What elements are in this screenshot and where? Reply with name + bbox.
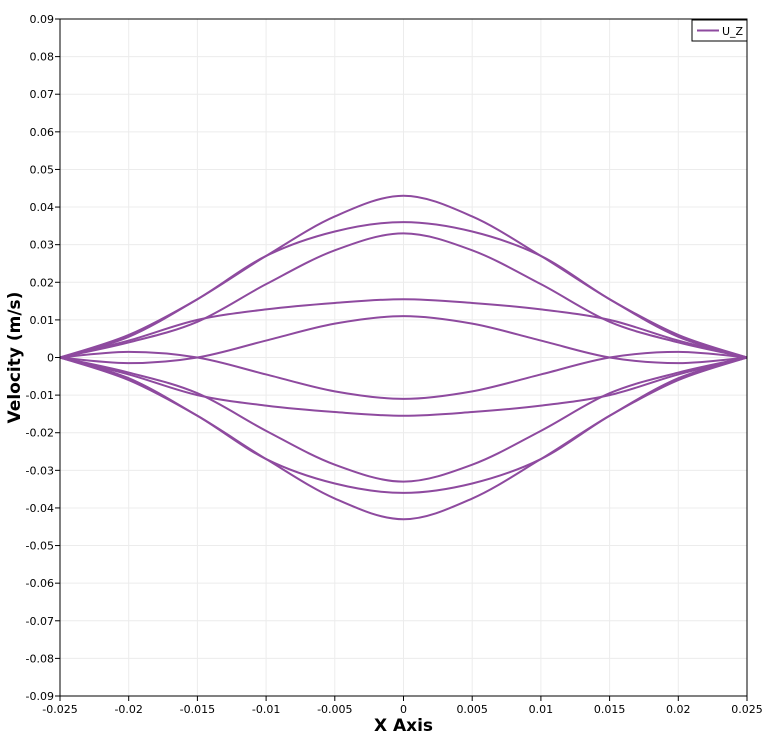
y-tick-label: 0.07 [30,88,55,101]
y-tick-label: -0.03 [26,464,54,477]
y-tick-label: -0.01 [26,389,54,402]
y-axis-ticks: 0.09 0.08 0.07 0.06 0.05 0.04 0.03 0.02 0.01 0 -0.… [26,13,60,703]
y-tick-label: 0.08 [30,51,55,64]
x-tick-label: -0.005 [317,703,352,716]
u-z-curve-4 [59,298,748,359]
y-tick-label: -0.05 [26,540,54,553]
x-tick-label: 0.025 [731,703,763,716]
y-tick-label: -0.08 [26,652,54,665]
legend-entry-u-z: U_Z [722,25,744,38]
u-z-curve-2 [59,221,748,359]
x-tick-label: -0.01 [252,703,280,716]
y-tick-label: -0.07 [26,615,54,628]
u-z-curve-10 [59,356,748,521]
y-tick-label: 0.05 [30,163,55,176]
y-tick-label: -0.04 [26,502,54,515]
x-tick-label: 0.015 [594,703,626,716]
y-tick-label: 0.02 [30,276,55,289]
y-tick-label: 0 [47,352,54,365]
x-tick-label: 0.02 [666,703,691,716]
u-z-curve-7 [59,356,748,417]
x-axis-ticks: -0.025 -0.02 -0.015 -0.01 -0.005 0 0.005 0.01 0.… [42,696,763,716]
y-tick-label: 0.09 [30,13,55,26]
u-z-curve-6 [59,350,748,400]
y-tick-label: -0.06 [26,577,54,590]
x-tick-label: -0.015 [180,703,215,716]
x-axis-title: X Axis [374,716,433,736]
x-tick-label: 0.01 [529,703,554,716]
y-axis-title: Velocity (m/s) [5,292,25,424]
y-tick-label: -0.02 [26,427,54,440]
grid [59,18,748,697]
u-z-curve-8 [59,356,748,483]
y-tick-label: 0.04 [30,201,55,214]
y-tick-label: 0.06 [30,126,55,139]
x-tick-label: -0.02 [114,703,142,716]
x-tick-label: 0 [400,703,407,716]
x-tick-label: -0.025 [42,703,77,716]
x-tick-label: 0.005 [456,703,488,716]
y-tick-label: 0.03 [30,239,55,252]
u-z-curve-5 [59,315,748,365]
legend: U_Z [691,19,748,42]
y-tick-label: 0.01 [30,314,55,327]
u-z-curve-3 [59,232,748,359]
y-tick-label: -0.09 [26,690,54,703]
legend-box [691,19,748,42]
series-u-z [59,194,748,521]
